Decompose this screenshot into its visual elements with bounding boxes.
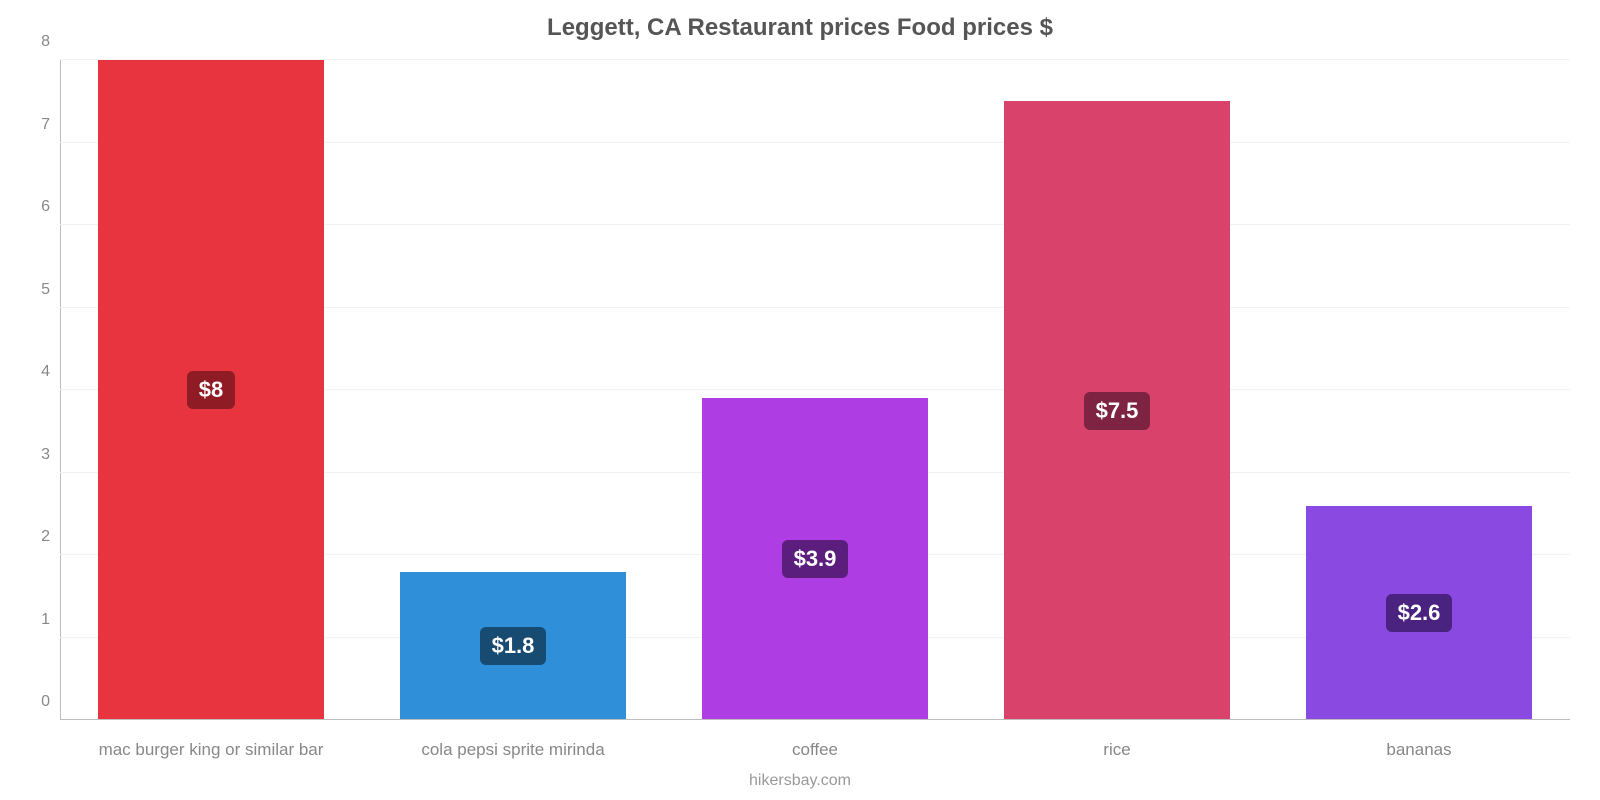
price-bar-chart: Leggett, CA Restaurant prices Food price… [0,0,1600,800]
bar: $7.5 [1004,101,1231,720]
y-tick-label: 6 [41,198,60,216]
y-tick-label: 1 [41,611,60,629]
x-axis-label: coffee [664,740,966,760]
y-tick-label: 5 [41,281,60,299]
bar: $8 [98,60,325,720]
x-axis-label: rice [966,740,1268,760]
bar-slot: $8 [60,60,362,720]
chart-title: Leggett, CA Restaurant prices Food price… [0,0,1600,42]
bar-value-label: $2.6 [1386,594,1453,632]
x-axis-label: mac burger king or similar bar [60,740,362,760]
y-tick-label: 0 [41,693,60,711]
y-tick-label: 2 [41,528,60,546]
bars-container: $8 $1.8 $3.9 $7.5 $2.6 [60,60,1570,720]
y-tick-label: 4 [41,363,60,381]
x-axis-label: bananas [1268,740,1570,760]
chart-footer: hikersbay.com [0,772,1600,790]
x-axis-labels: mac burger king or similar barcola pepsi… [60,740,1570,760]
bar-slot: $7.5 [966,60,1268,720]
bar-slot: $2.6 [1268,60,1570,720]
bar-value-label: $3.9 [782,540,849,578]
bar: $2.6 [1306,506,1533,721]
plot-area: $8$1.8$3.9$7.5$2.6 012345678 [60,60,1570,720]
y-tick-label: 3 [41,446,60,464]
y-tick-label: 7 [41,116,60,134]
x-axis-line [60,719,1570,720]
bar-value-label: $1.8 [480,627,547,665]
bar: $3.9 [702,398,929,720]
bar: $1.8 [400,572,627,721]
bar-slot: $3.9 [664,60,966,720]
x-axis-label: cola pepsi sprite mirinda [362,740,664,760]
bar-slot: $1.8 [362,60,664,720]
bar-value-label: $7.5 [1084,392,1151,430]
y-tick-label: 8 [41,33,60,51]
bar-value-label: $8 [187,371,235,409]
